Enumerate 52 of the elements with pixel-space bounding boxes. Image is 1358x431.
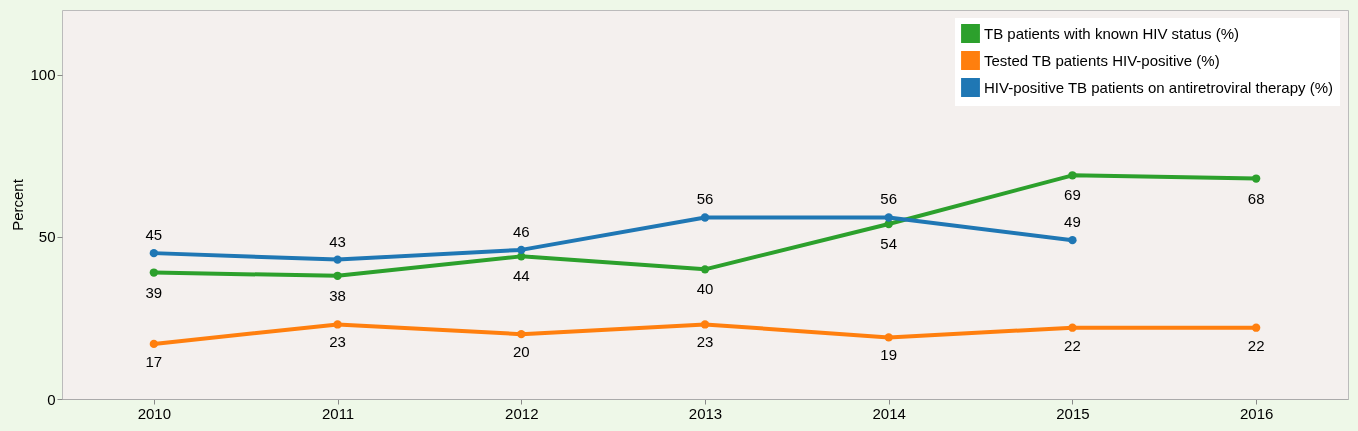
legend-label: HIV-positive TB patients on antiretroviral therapy (%) — [984, 78, 1334, 96]
x-tick-label: 2014 — [872, 404, 906, 422]
point — [1068, 235, 1077, 245]
y-tick-label: 50 — [38, 228, 56, 246]
legend-label: TB patients with known HIV status (%) — [984, 24, 1240, 42]
x-tick-label: 2010 — [137, 404, 172, 422]
data-label: 20 — [512, 343, 530, 361]
x-tick-label: 2015 — [1056, 404, 1090, 422]
data-label: 46 — [512, 222, 530, 240]
point — [1068, 323, 1077, 332]
point — [149, 248, 159, 258]
data-label: 39 — [145, 283, 163, 301]
point — [333, 255, 342, 264]
point — [333, 320, 342, 329]
point — [149, 268, 159, 277]
data-label: 22 — [1247, 336, 1265, 354]
point — [1251, 174, 1261, 183]
data-label: 49 — [1064, 213, 1081, 231]
point — [884, 213, 893, 222]
y-tick-label: 100 — [30, 66, 56, 84]
data-label: 17 — [145, 352, 163, 370]
data-label: 23 — [696, 333, 714, 351]
data-label: 45 — [145, 226, 163, 244]
data-label: 40 — [696, 280, 714, 298]
point — [517, 245, 526, 255]
point — [333, 271, 342, 280]
point — [149, 339, 159, 349]
x-tick-label: 2016 — [1239, 404, 1274, 422]
y-axis-title: Percent — [9, 178, 27, 231]
data-label: 44 — [512, 267, 530, 285]
x-tick-label: 2011 — [321, 404, 355, 422]
point — [700, 320, 710, 329]
point — [1068, 171, 1077, 180]
data-label: 54 — [880, 234, 898, 252]
point — [1251, 323, 1261, 332]
data-label: 22 — [1064, 336, 1081, 354]
data-label: 69 — [1064, 186, 1081, 204]
legend-label: Tested TB patients HIV-positive (%) — [984, 51, 1220, 69]
point — [700, 265, 710, 274]
point — [517, 329, 526, 339]
data-label: 68 — [1247, 189, 1265, 207]
x-tick-label: 2012 — [505, 404, 539, 422]
data-label: 23 — [329, 333, 346, 351]
point — [700, 213, 710, 222]
point — [884, 333, 893, 342]
data-label: 56 — [880, 190, 898, 208]
data-label: 38 — [329, 286, 346, 304]
x-tick-label: 2013 — [688, 404, 723, 422]
data-label: 19 — [880, 346, 898, 364]
data-label: 56 — [696, 190, 714, 208]
y-tick-label: 0 — [47, 390, 56, 408]
data-label: 43 — [329, 232, 346, 250]
